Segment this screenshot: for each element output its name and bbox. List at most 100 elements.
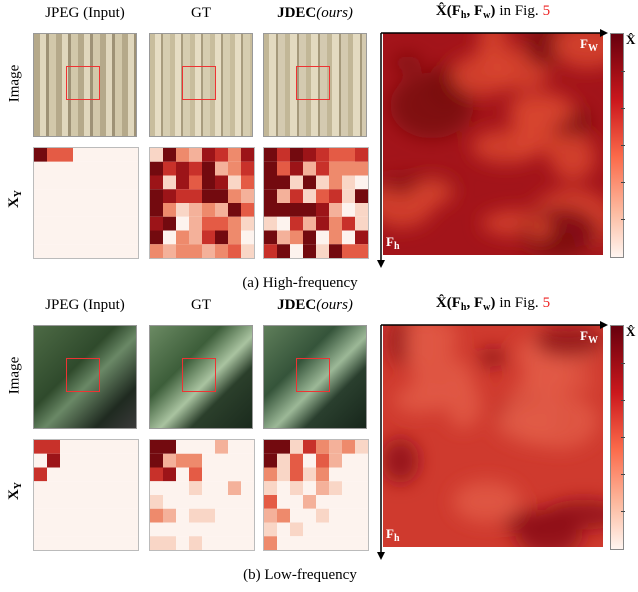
heatmap-cell [86,467,99,482]
heatmap-cell [241,161,254,176]
heatmap-cell [264,481,277,495]
heatmap-cell [329,495,342,509]
heatmap-cell [163,522,176,537]
heatmap-cell [264,440,277,454]
heatmap-cell [163,244,176,258]
heatmap-cell [303,175,316,190]
heatmap-cell [202,481,215,495]
heatmap-cell [99,161,112,176]
row-label: Image [6,64,23,103]
heatmap-cell [241,244,254,258]
heatmap-cell [112,481,125,495]
heatmap-cell [189,495,202,509]
heatmap-cell [342,203,355,217]
heatmap-cell [73,453,86,468]
heatmap-cell [60,203,73,217]
heatmap-cell [277,175,290,190]
heatmap-cell [112,148,125,162]
heatmap-cell [264,508,277,523]
heatmap-cell [73,440,86,454]
heatmap-cell [189,230,202,245]
map-text: in Fig. [499,3,539,19]
heatmap-cell [150,453,163,468]
heatmap-cell [73,203,86,217]
method-name: JDEC [277,5,317,21]
heatmap-cell [355,244,368,258]
map-sub: h [460,302,467,313]
heatmap-cell [329,508,342,523]
heatmap-cell [125,453,138,468]
heatmap-cell [99,230,112,245]
heatmap-cell [342,148,355,162]
heatmap-cell [34,495,47,509]
heatmap-cell [47,230,60,245]
heatmap-cell [355,536,368,550]
heatmap-cell [355,175,368,190]
heatmap-cell [329,148,342,162]
heatmap-cell [60,148,73,162]
heatmap-cell [60,453,73,468]
heatmap-cell [316,148,329,162]
heatmap-cell [112,508,125,523]
heatmap-cell [228,522,241,537]
heatmap-cell [150,175,163,190]
heatmap-cell [316,495,329,509]
heatmap-cell [125,216,138,231]
heatmap-cell [277,481,290,495]
heatmap-cell [60,440,73,454]
heatmap-cell [99,440,112,454]
heatmap-cell [329,216,342,231]
heatmap-cell [163,453,176,468]
heatmap-cell [189,440,202,454]
axis-sub: W [587,335,598,346]
heatmap-cell [34,453,47,468]
heatmap-cell [189,467,202,482]
heatmap-cell [176,244,189,258]
heatmap-cell [329,481,342,495]
heatmap-cell [241,230,254,245]
heatmap-cell [176,508,189,523]
map-symbol: X̂(F [435,295,461,311]
heatmap-cell [277,467,290,482]
heatmap-cell [125,495,138,509]
heatmap-cell [202,230,215,245]
row-label: Image [6,356,23,395]
heatmap-cell [277,508,290,523]
heatmap-cell [264,536,277,550]
heatmap-cell [47,216,60,231]
heatmap-cell [228,161,241,176]
heatmap-cell [202,189,215,203]
heatmap-cell [73,216,86,231]
heatmap-cell [215,203,228,217]
heatmap-cell [228,453,241,468]
heatmap-cell [290,244,303,258]
heatmap-cell [277,203,290,217]
heatmap-cell [86,148,99,162]
coefficient-heatmap [33,439,139,551]
colorbar-tick [621,71,625,72]
column-header: X̂(Fh, Fw) in Fig. 5 [383,3,603,21]
heatmap-cell [125,230,138,245]
heatmap-cell [264,216,277,231]
colorbar-label: X̂ [626,32,636,47]
axis-main: F [386,526,394,541]
heatmap-cell [125,467,138,482]
heatmap-cell [277,244,290,258]
colorbar-tick [621,145,625,146]
crop-box [66,358,100,392]
heatmap-cell [290,453,303,468]
heatmap-cell [150,244,163,258]
column-header: JPEG (Input) [45,297,125,313]
heatmap-cell [60,481,73,495]
image-patch [149,33,253,137]
heatmap-cell [215,148,228,162]
heatmap-cell [264,522,277,537]
heatmap-cell [329,230,342,245]
map-sub: w [483,302,491,313]
heatmap-cell [215,161,228,176]
column-header: GT [191,5,211,21]
heatmap-cell [60,189,73,203]
heatmap-cell [34,203,47,217]
heatmap-cell [215,467,228,482]
column-header: JPEG (Input) [45,5,125,21]
